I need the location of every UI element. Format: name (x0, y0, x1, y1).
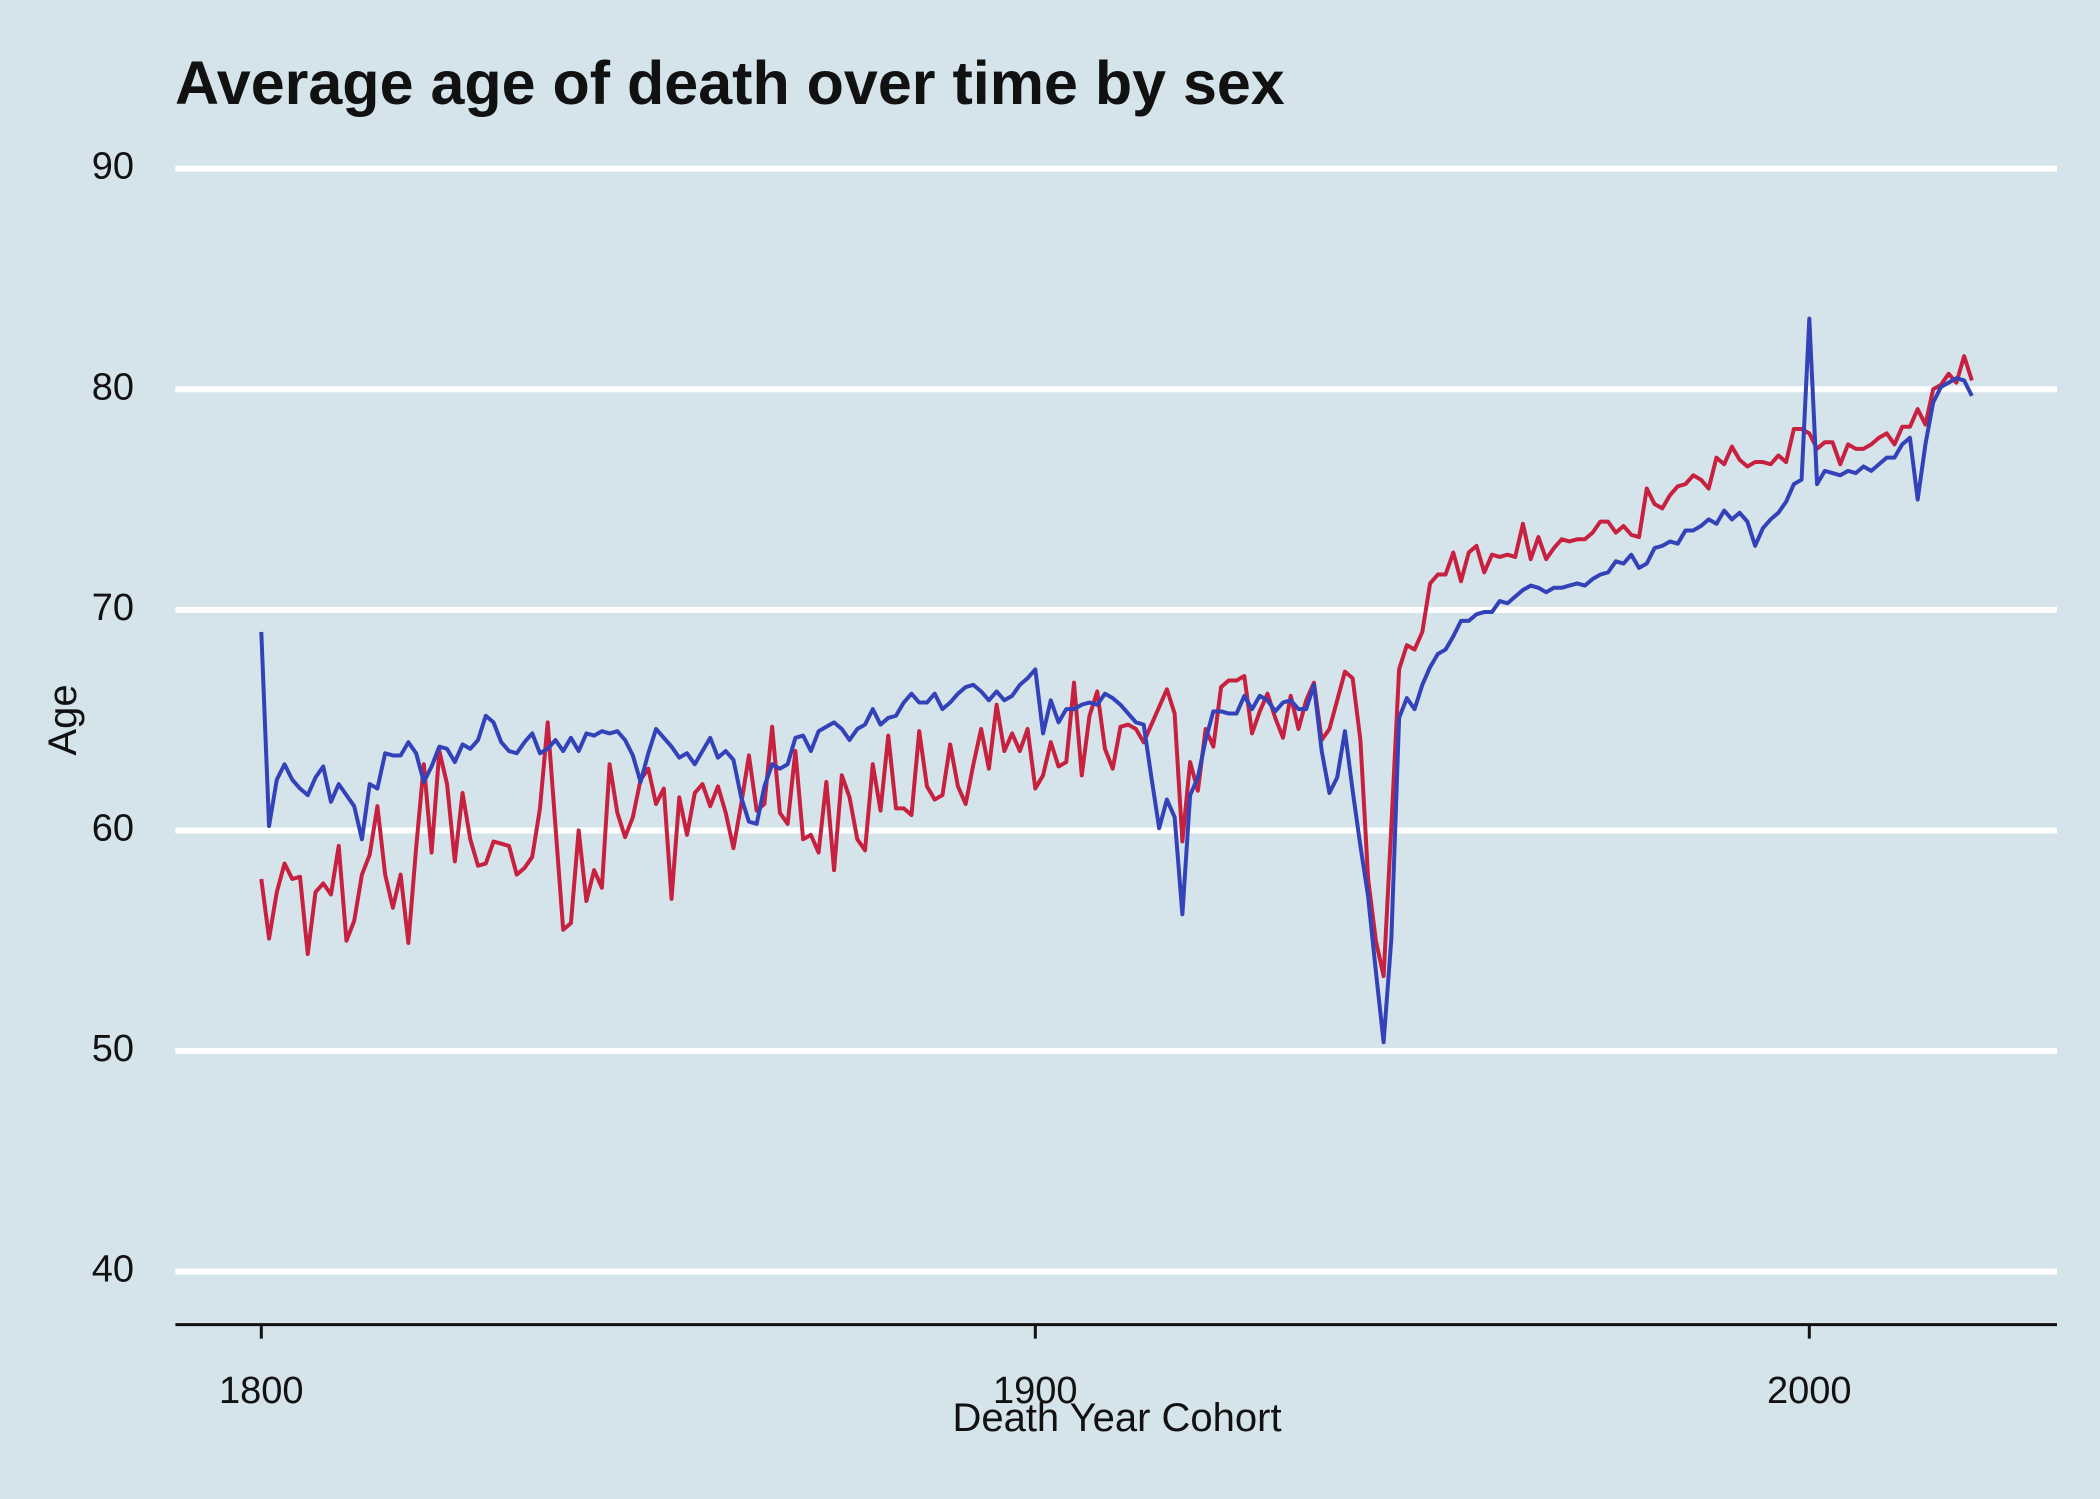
y-axis-label: Age (41, 684, 85, 755)
y-tick-label: 40 (92, 1249, 134, 1291)
y-tick-label: 70 (92, 587, 134, 629)
x-tick-label: 1800 (219, 1370, 304, 1412)
series-line (259, 316, 1974, 1045)
x-axis-label: Death Year Cohort (952, 1396, 1281, 1440)
x-tick-label: 2000 (1767, 1370, 1852, 1412)
x-tick-label: 1900 (993, 1370, 1078, 1412)
series-line (259, 354, 1974, 979)
y-tick-label: 80 (92, 366, 134, 408)
y-tick-label: 60 (92, 807, 134, 849)
y-tick-label: 90 (92, 146, 134, 188)
chart-title: Average age of death over time by sex (175, 49, 1285, 117)
y-tick-label: 50 (92, 1028, 134, 1070)
